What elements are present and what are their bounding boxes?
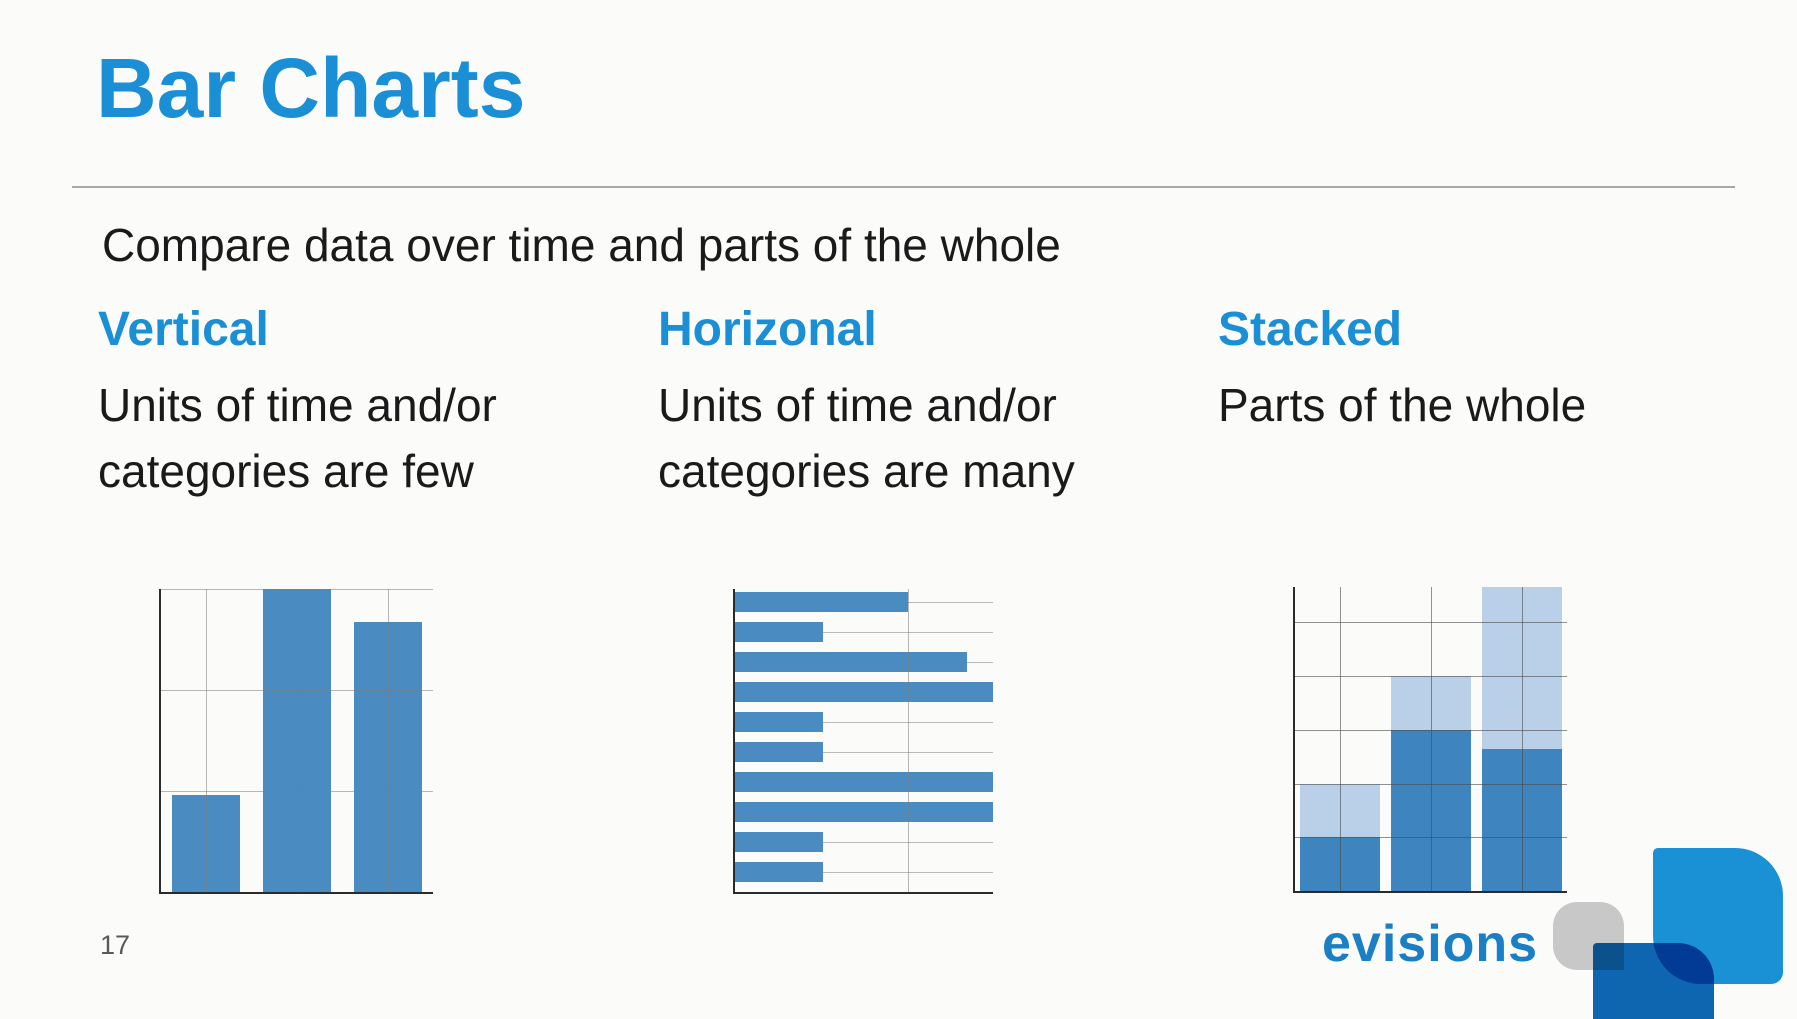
body-line: Units of time and/or: [98, 379, 497, 431]
title-divider: [72, 186, 1735, 188]
bar: [735, 772, 993, 792]
gridline-h: [1295, 729, 1567, 731]
column-stacked: Stacked Parts of the whole: [1218, 306, 1758, 438]
column-horizonal: Horizonal Units of time and/or categorie…: [658, 306, 1198, 504]
body-line: Units of time and/or: [658, 379, 1057, 431]
subtitle: Compare data over time and parts of the …: [102, 219, 1061, 271]
bar: [735, 592, 908, 612]
bar: [735, 682, 993, 702]
gridline-v: [206, 589, 208, 892]
y-axis: [1293, 587, 1295, 893]
horizontal-bar-chart-figure: [733, 589, 993, 894]
gridline-v: [1521, 587, 1523, 891]
gridline-h: [735, 842, 993, 843]
bar: [735, 652, 968, 672]
gridline-v: [1431, 587, 1432, 891]
logo-leaf-dark-blue-icon: [1593, 943, 1714, 1019]
body-line: categories are many: [658, 445, 1075, 497]
gridline-h: [735, 722, 993, 723]
column-body-stacked: Parts of the whole: [1218, 372, 1758, 438]
gridline-h: [161, 690, 433, 691]
y-axis: [159, 589, 161, 894]
page-title: Bar Charts: [96, 41, 526, 135]
gridline-h: [1295, 676, 1567, 677]
x-axis: [159, 892, 433, 894]
gridline-v: [907, 589, 909, 892]
body-line: categories are few: [98, 445, 474, 497]
gridline-h: [735, 872, 993, 873]
gridline-v: [1340, 587, 1342, 891]
column-heading-stacked: Stacked: [1218, 303, 1403, 356]
gridline-h: [735, 752, 993, 753]
gridline-h: [1295, 783, 1567, 785]
bar: [735, 622, 823, 642]
column-body-vertical: Units of time and/or categories are few: [98, 372, 638, 504]
evisions-wordmark: evisions: [1322, 915, 1539, 973]
vertical-bar-chart-figure: [159, 589, 433, 894]
column-body-horizonal: Units of time and/or categories are many: [658, 372, 1198, 504]
column-vertical: Vertical Units of time and/or categories…: [98, 306, 638, 504]
gridline-v: [297, 589, 298, 892]
bar: [735, 832, 823, 852]
gridline-h: [161, 589, 433, 590]
bar: [735, 742, 823, 762]
column-heading-horizonal: Horizonal: [658, 303, 877, 356]
gridline-v: [387, 589, 389, 892]
x-axis: [1293, 891, 1567, 893]
gridline-h: [735, 632, 993, 633]
bar: [735, 862, 823, 882]
y-axis: [733, 589, 735, 894]
bar: [735, 802, 993, 822]
stacked-bar-chart-figure: [1293, 587, 1567, 893]
column-heading-vertical: Vertical: [98, 303, 269, 356]
bar: [735, 712, 823, 732]
x-axis: [733, 892, 993, 894]
page-number: 17: [100, 930, 131, 960]
gridline-h: [1295, 837, 1567, 839]
gridline-h: [161, 791, 433, 792]
body-line: Parts of the whole: [1218, 379, 1587, 431]
gridline-h: [1295, 622, 1567, 624]
